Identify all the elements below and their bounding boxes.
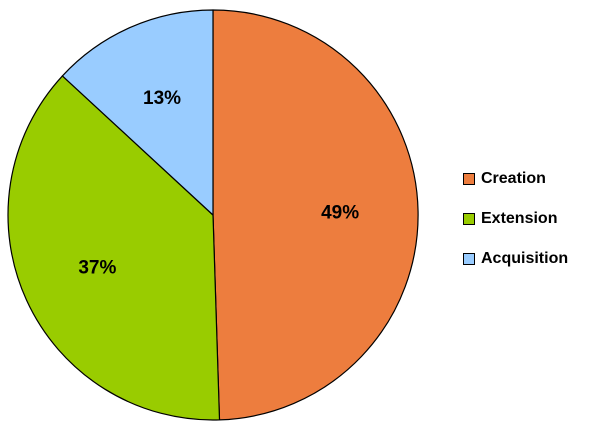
legend-swatch-creation: [463, 172, 475, 185]
pie-slice-acquisition: [61, 9, 214, 216]
legend-label-extension: Extension: [481, 209, 558, 227]
data-label-extension: 37%: [78, 257, 116, 278]
legend-swatch-acquisition: [463, 252, 475, 265]
legend-item-extension: Extension: [463, 208, 568, 229]
legend-label-creation: Creation: [481, 169, 546, 187]
legend: Creation Extension Acquisition: [463, 168, 568, 269]
legend-item-creation: Creation: [463, 168, 568, 189]
legend-label-acquisition: Acquisition: [481, 249, 569, 267]
data-label-acquisition: 13%: [143, 88, 181, 109]
data-label-creation: 49%: [321, 202, 359, 223]
legend-item-acquisition: Acquisition: [463, 248, 568, 269]
pie-slice-extension: [7, 75, 221, 421]
legend-swatch-extension: [463, 212, 475, 225]
pie-slice-creation: [212, 9, 419, 421]
